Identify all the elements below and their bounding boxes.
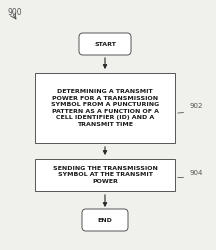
FancyBboxPatch shape: [35, 73, 175, 143]
Text: SENDING THE TRANSMISSION
SYMBOL AT THE TRANSMIT
POWER: SENDING THE TRANSMISSION SYMBOL AT THE T…: [52, 166, 157, 184]
Text: 904: 904: [178, 170, 202, 177]
Text: END: END: [98, 218, 113, 222]
Text: START: START: [94, 42, 116, 46]
FancyBboxPatch shape: [82, 209, 128, 231]
Text: 900: 900: [7, 8, 22, 17]
FancyBboxPatch shape: [35, 159, 175, 191]
Text: DETERMINING A TRANSMIT
POWER FOR A TRANSMISSION
SYMBOL FROM A PUNCTURING
PATTERN: DETERMINING A TRANSMIT POWER FOR A TRANS…: [51, 89, 159, 127]
FancyBboxPatch shape: [79, 33, 131, 55]
Text: 902: 902: [178, 103, 202, 113]
